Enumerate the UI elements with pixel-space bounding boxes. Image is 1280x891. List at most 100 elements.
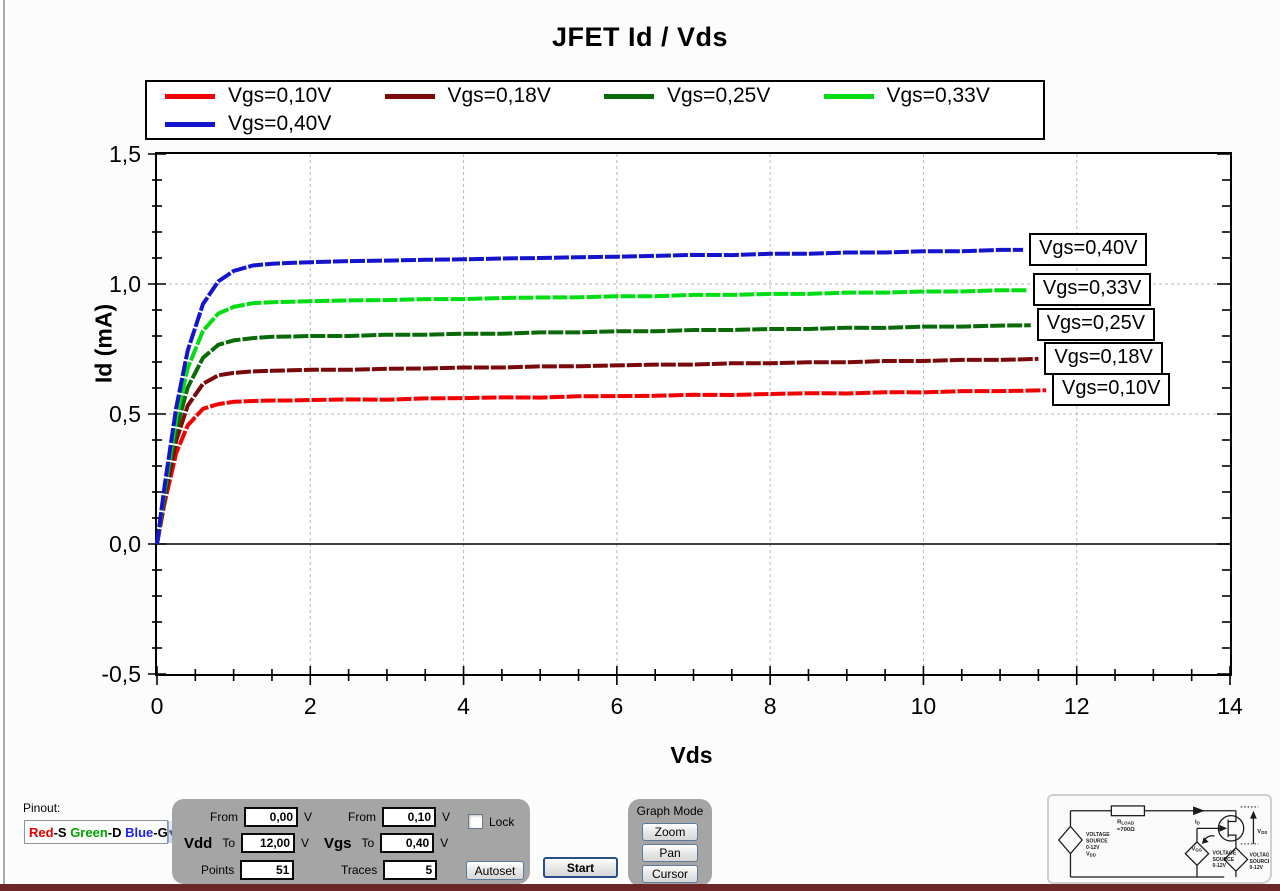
points-label: Points: [201, 863, 235, 877]
lock-checkbox[interactable]: [468, 814, 483, 829]
svg-text:VDS: VDS: [1257, 829, 1267, 835]
tick-label: 1,0: [109, 271, 141, 297]
tick-label: 1,5: [109, 141, 141, 167]
pan-mode-button[interactable]: Pan: [642, 844, 698, 862]
tick-label: 0,5: [109, 401, 141, 427]
tick-label: 4: [457, 693, 470, 719]
legend-item: Vgs=0,18V: [384, 84, 605, 108]
vdd-to-label: To: [222, 836, 236, 850]
vgs-from-label: From: [348, 810, 376, 824]
curve-Vgs=0,25V: [155, 323, 1031, 545]
svg-text:SOURCE: SOURCE: [1250, 859, 1269, 865]
circuit-diagram-panel: RLOAD ≈700Ω ID VDS VGS VOLTAGE SOURCE 0-…: [1047, 794, 1272, 884]
tick-label: 0,0: [109, 531, 141, 557]
curve-label: Vgs=0,25V: [1036, 308, 1156, 342]
sweep-settings-panel: From V Vdd To V Points From V Vgs To V T…: [172, 799, 530, 884]
pinout-segment: Red: [29, 824, 54, 840]
legend-swatch-icon: [384, 93, 435, 99]
svg-text:0-12V: 0-12V: [1250, 865, 1264, 871]
svg-text:≈700Ω: ≈700Ω: [1117, 827, 1135, 833]
tick-label: 2: [304, 693, 317, 719]
zoom-mode-button[interactable]: Zoom: [642, 823, 698, 841]
svg-text:0-12V: 0-12V: [1213, 863, 1227, 869]
svg-text:VOLTAGE: VOLTAGE: [1250, 853, 1269, 859]
legend-item: Vgs=0,33V: [823, 84, 1044, 108]
vdd-label: Vdd: [184, 834, 213, 852]
chart-title: JFET Id / Vds: [551, 22, 729, 52]
legend-item: Vgs=0,25V: [604, 84, 824, 108]
vdd-from-input[interactable]: [244, 807, 298, 827]
vdd-from-label: From: [210, 810, 238, 824]
pinout-combobox[interactable]: Red-S Green-D Blue-G ▾: [24, 820, 175, 844]
lock-label: Lock: [489, 814, 515, 829]
window-bottom-bar: [0, 884, 1280, 891]
svg-text:VGS: VGS: [1191, 847, 1201, 853]
window-left-border: [3, 0, 5, 884]
tick-label: 14: [1217, 693, 1243, 719]
curve-label: Vgs=0,40V: [1029, 232, 1148, 266]
curve-Vgs=0,40V: [155, 247, 1024, 545]
curve-Vgs=0,10V: [155, 388, 1047, 545]
tick-label: 6: [610, 693, 623, 719]
pinout-segment: Green: [70, 824, 108, 840]
legend-row: Vgs=0,40V: [147, 110, 1043, 138]
tick-label: 0: [151, 693, 164, 719]
vdd-to-input[interactable]: [241, 833, 296, 853]
svg-text:SOURCE: SOURCE: [1086, 838, 1108, 844]
vgs-from-input[interactable]: [382, 807, 436, 827]
graph-mode-title: Graph Mode: [636, 804, 704, 818]
x-axis-title: Vds: [670, 742, 713, 768]
curve-label: Vgs=0,10V: [1052, 373, 1171, 407]
legend-swatch-icon: [165, 121, 215, 127]
legend: Vgs=0,10V Vgs=0,18V Vgs=0,25V Vgs=0,33V Vgs=…: [145, 80, 1045, 140]
plot-area[interactable]: 0 2 4 6 8 10 12 14 1,5 1,0 0,5 0,0 -0,5 Vgs=0,10V Vgs…: [101, 141, 1243, 719]
svg-text:ID: ID: [1195, 819, 1201, 825]
pinout-segment: Blue: [125, 824, 154, 840]
legend-label: Vgs=0,18V: [447, 84, 551, 107]
pinout-segment: -D: [107, 824, 126, 840]
legend-label: Vgs=0,33V: [886, 84, 990, 107]
legend-item: Vgs=0,40V: [165, 112, 389, 136]
curve-Vgs=0,33V: [155, 288, 1027, 545]
legend-swatch-icon: [165, 93, 215, 99]
vgs-label: Vgs: [324, 834, 352, 852]
pinout-value: Red -S Green -D Blue -G: [25, 821, 168, 843]
graph-mode-panel: Graph Mode Zoom Pan Cursor: [628, 799, 712, 886]
tick-label: -0,5: [101, 661, 141, 687]
curve-label: Vgs=0,18V: [1044, 341, 1163, 375]
legend-row: Vgs=0,10V Vgs=0,18V Vgs=0,25V Vgs=0,33V: [147, 82, 1043, 110]
traces-input[interactable]: [383, 860, 438, 880]
curve-label: Vgs=0,33V: [1032, 273, 1152, 307]
traces-label: Traces: [341, 863, 378, 877]
vgs-to-label: To: [361, 836, 375, 850]
svg-text:0-12V: 0-12V: [1086, 845, 1100, 851]
tick-label: 12: [1064, 693, 1090, 719]
svg-text:RLOAD: RLOAD: [1117, 819, 1135, 825]
svg-text:VOLTAGE: VOLTAGE: [1086, 832, 1110, 838]
legend-swatch-icon: [823, 93, 874, 99]
vdd-from-unit: V: [304, 810, 313, 824]
legend-label: Vgs=0,25V: [667, 84, 771, 107]
pinout-segment: -S: [53, 824, 71, 840]
vgs-to-unit: V: [440, 836, 449, 850]
pinout-segment: -G: [153, 824, 168, 840]
vgs-from-unit: V: [442, 810, 451, 824]
start-button[interactable]: Start: [543, 857, 618, 878]
svg-text:VDD: VDD: [1086, 852, 1096, 858]
tick-label: 8: [764, 693, 777, 719]
vgs-to-input[interactable]: [380, 833, 435, 853]
legend-label: Vgs=0,10V: [228, 84, 332, 107]
legend-label: Vgs=0,40V: [228, 112, 332, 135]
autoset-button[interactable]: Autoset: [466, 861, 524, 880]
chevron-down-icon[interactable]: ▾: [167, 821, 175, 843]
points-input[interactable]: [240, 860, 295, 880]
pinout-label: Pinout:: [23, 801, 61, 815]
vdd-to-unit: V: [301, 836, 310, 850]
legend-swatch-icon: [604, 93, 654, 99]
svg-text:SOURCE: SOURCE: [1213, 857, 1235, 863]
circuit-schematic: RLOAD ≈700Ω ID VDS VGS VOLTAGE SOURCE 0-…: [1057, 805, 1269, 878]
curve-Vgs=0,18V: [155, 356, 1039, 545]
cursor-mode-button[interactable]: Cursor: [642, 865, 698, 883]
tick-label: 10: [911, 693, 937, 719]
svg-text:VOLTAGE: VOLTAGE: [1213, 851, 1237, 857]
